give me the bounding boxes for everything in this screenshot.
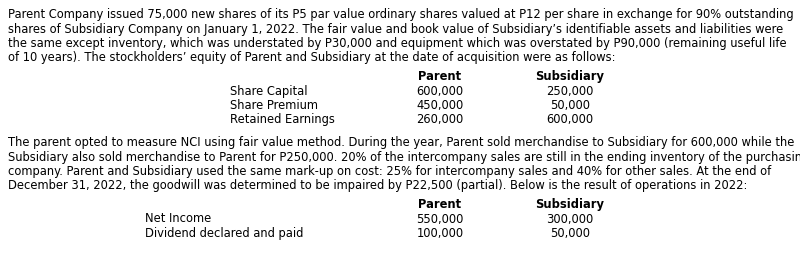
Text: shares of Subsidiary Company on January 1, 2022. The fair value and book value o: shares of Subsidiary Company on January …: [8, 23, 783, 35]
Text: Dividend declared and paid: Dividend declared and paid: [145, 227, 303, 240]
Text: Subsidiary: Subsidiary: [535, 198, 605, 211]
Text: Share Capital: Share Capital: [230, 85, 307, 97]
Text: Share Premium: Share Premium: [230, 99, 318, 112]
Text: 450,000: 450,000: [416, 99, 464, 112]
Text: Parent Company issued 75,000 new shares of its P5 par value ordinary shares valu: Parent Company issued 75,000 new shares …: [8, 8, 794, 21]
Text: 550,000: 550,000: [416, 212, 464, 226]
Text: The parent opted to measure NCI using fair value method. During the year, Parent: The parent opted to measure NCI using fa…: [8, 136, 794, 149]
Text: Parent: Parent: [418, 70, 462, 83]
Text: Subsidiary also sold merchandise to Parent for P250,000. 20% of the intercompany: Subsidiary also sold merchandise to Pare…: [8, 150, 800, 163]
Text: 100,000: 100,000: [417, 227, 463, 240]
Text: 300,000: 300,000: [546, 212, 594, 226]
Text: company. Parent and Subsidiary used the same mark-up on cost: 25% for intercompa: company. Parent and Subsidiary used the …: [8, 165, 771, 178]
Text: Subsidiary: Subsidiary: [535, 70, 605, 83]
Text: 600,000: 600,000: [546, 113, 594, 127]
Text: the same except inventory, which was understated by P30,000 and equipment which : the same except inventory, which was und…: [8, 37, 786, 50]
Text: 50,000: 50,000: [550, 227, 590, 240]
Text: Retained Earnings: Retained Earnings: [230, 113, 335, 127]
Text: Net Income: Net Income: [145, 212, 211, 226]
Text: 260,000: 260,000: [416, 113, 464, 127]
Text: of 10 years). The stockholders’ equity of Parent and Subsidiary at the date of a: of 10 years). The stockholders’ equity o…: [8, 52, 615, 64]
Text: December 31, 2022, the goodwill was determined to be impaired by P22,500 (partia: December 31, 2022, the goodwill was dete…: [8, 179, 747, 193]
Text: 50,000: 50,000: [550, 99, 590, 112]
Text: 600,000: 600,000: [417, 85, 463, 97]
Text: Parent: Parent: [418, 198, 462, 211]
Text: 250,000: 250,000: [546, 85, 594, 97]
